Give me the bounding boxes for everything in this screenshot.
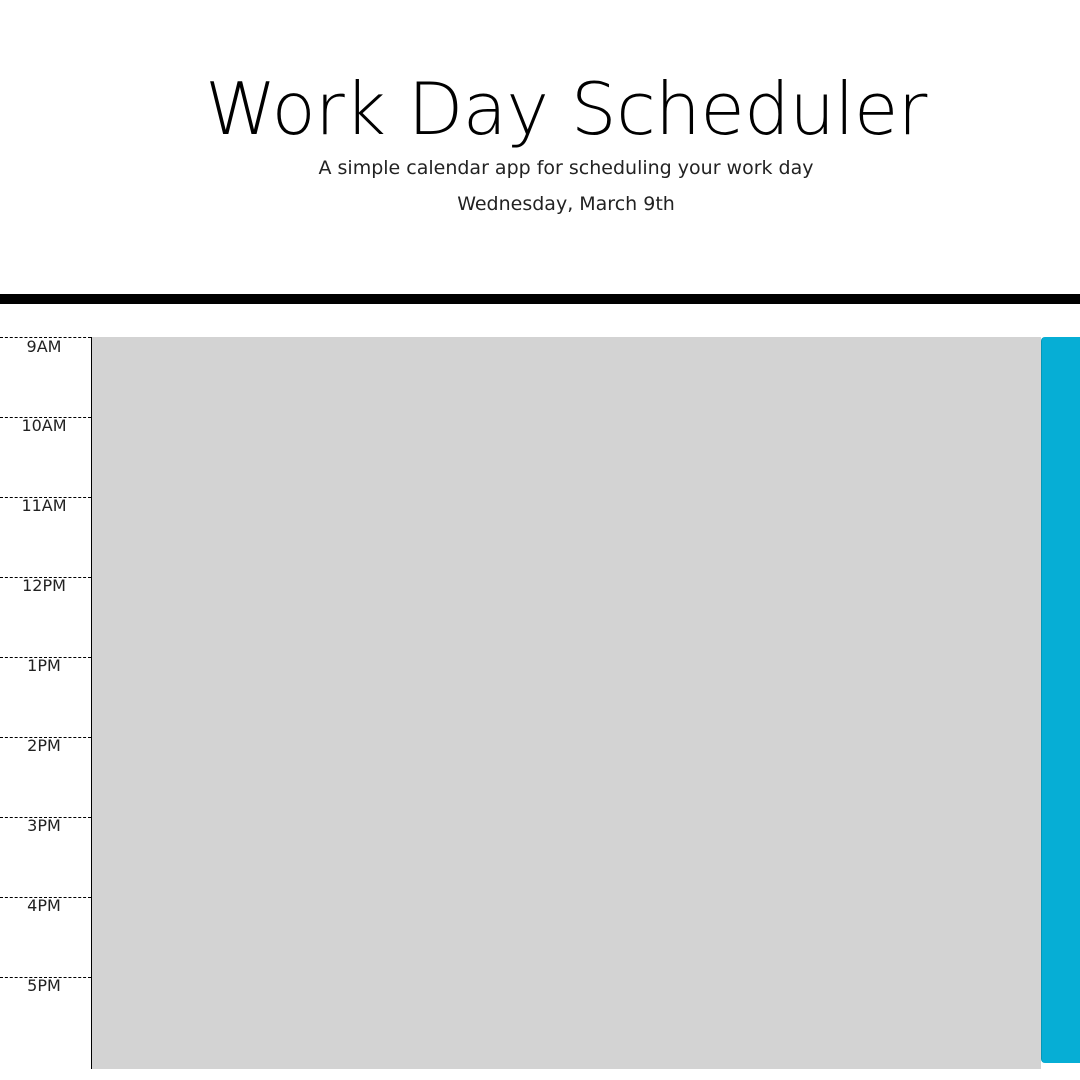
- hour-label-text: 9AM: [26, 337, 62, 356]
- hour-label: 5PM: [0, 977, 91, 1057]
- hour-label-text: 5PM: [27, 976, 61, 995]
- description-input[interactable]: [91, 817, 1041, 897]
- description-input[interactable]: [91, 417, 1041, 497]
- save-button[interactable]: [1041, 417, 1080, 497]
- description-input[interactable]: [91, 577, 1041, 657]
- hour-label-text: 3PM: [27, 816, 61, 835]
- schedule-tail: [0, 1057, 1080, 1069]
- save-button[interactable]: [1041, 737, 1080, 817]
- description-input[interactable]: [91, 977, 1041, 1057]
- hour-label-text: 12PM: [22, 576, 66, 595]
- hour-label: 1PM: [0, 657, 91, 737]
- save-button[interactable]: [1041, 817, 1080, 897]
- hour-label-text: 2PM: [27, 736, 61, 755]
- time-block-2pm: 2PM: [0, 737, 1080, 817]
- header: Work Day Scheduler A simple calendar app…: [0, 0, 1080, 304]
- time-block-3pm: 3PM: [0, 817, 1080, 897]
- hour-label: 12PM: [0, 577, 91, 657]
- save-button[interactable]: [1041, 497, 1080, 577]
- save-button[interactable]: [1041, 657, 1080, 737]
- hour-label-text: 10AM: [21, 416, 67, 435]
- schedule: 9AM 10AM 11AM 12PM 1PM 2PM 3PM 4PM: [0, 337, 1080, 1069]
- hour-label: 9AM: [0, 337, 91, 417]
- time-block-10am: 10AM: [0, 417, 1080, 497]
- hour-label: 3PM: [0, 817, 91, 897]
- time-block-1pm: 1PM: [0, 657, 1080, 737]
- hour-label: 11AM: [0, 497, 91, 577]
- page-title: Work Day Scheduler: [205, 67, 927, 151]
- description-input[interactable]: [91, 657, 1041, 737]
- description-input[interactable]: [91, 497, 1041, 577]
- time-block-12pm: 12PM: [0, 577, 1080, 657]
- description-input[interactable]: [91, 337, 1041, 417]
- time-block-5pm: 5PM: [0, 977, 1080, 1057]
- page-subtitle: A simple calendar app for scheduling you…: [318, 157, 814, 179]
- time-block-9am: 9AM: [0, 337, 1080, 417]
- description-input[interactable]: [91, 737, 1041, 817]
- save-button[interactable]: [1041, 977, 1080, 1057]
- description-tail: [91, 1057, 1041, 1069]
- save-button[interactable]: [1041, 577, 1080, 657]
- save-button[interactable]: [1041, 337, 1080, 417]
- description-input[interactable]: [91, 897, 1041, 977]
- save-button[interactable]: [1041, 897, 1080, 977]
- time-block-11am: 11AM: [0, 497, 1080, 577]
- hour-label-text: 1PM: [27, 656, 61, 675]
- hour-label: 2PM: [0, 737, 91, 817]
- time-block-4pm: 4PM: [0, 897, 1080, 977]
- current-day: Wednesday, March 9th: [457, 193, 675, 215]
- save-button-tail: [1041, 1057, 1080, 1063]
- hour-label: 4PM: [0, 897, 91, 977]
- hour-label: 10AM: [0, 417, 91, 497]
- hour-label-text: 11AM: [21, 496, 67, 515]
- hour-label-text: 4PM: [27, 896, 61, 915]
